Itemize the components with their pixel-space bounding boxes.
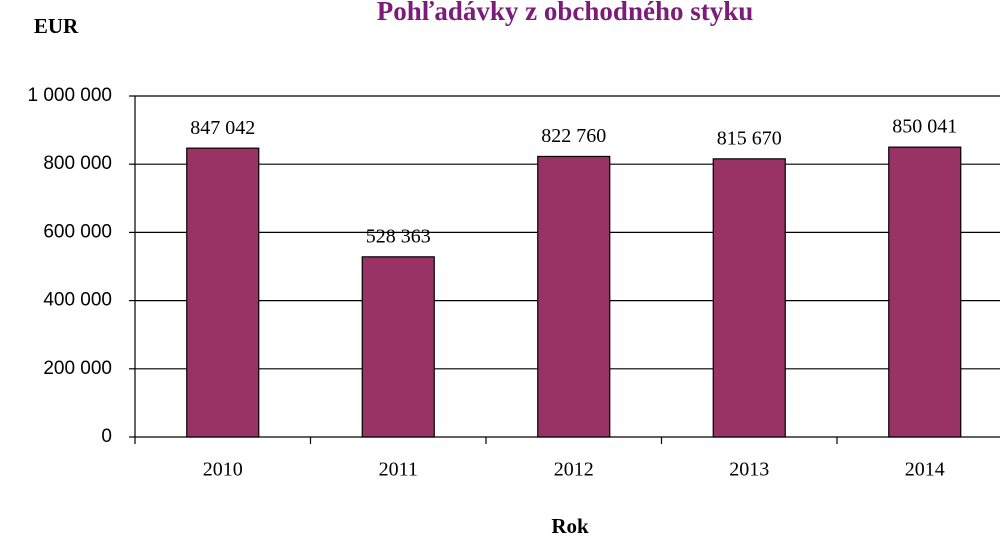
bar: [888, 146, 962, 438]
x-tick-label: 2013: [729, 459, 769, 481]
bar: [361, 256, 435, 438]
data-label: 850 041: [892, 116, 957, 138]
data-label: 815 670: [717, 127, 782, 149]
y-axis-label: EUR: [34, 14, 79, 38]
bar: [186, 147, 260, 438]
x-tick-label: 2010: [203, 459, 243, 481]
y-tick-label: 800 000: [43, 153, 112, 174]
y-tick-label: 600 000: [43, 221, 112, 242]
bar: [537, 155, 611, 438]
x-tick-label: 2012: [554, 459, 594, 481]
data-label: 528 363: [366, 225, 431, 247]
bar: [712, 158, 786, 438]
y-tick-label: 200 000: [43, 358, 112, 379]
data-label: 847 042: [190, 117, 255, 139]
data-label: 822 760: [541, 125, 606, 147]
x-tick-label: 2011: [379, 459, 418, 481]
y-tick-label: 400 000: [43, 290, 112, 311]
chart-title: Pohľadávky z obchodného styku: [377, 0, 754, 26]
x-tick-label: 2014: [905, 459, 945, 481]
x-axis-label: Rok: [551, 514, 589, 538]
y-tick-label: 0: [101, 426, 112, 447]
y-tick-label: 1 000 000: [27, 85, 112, 106]
